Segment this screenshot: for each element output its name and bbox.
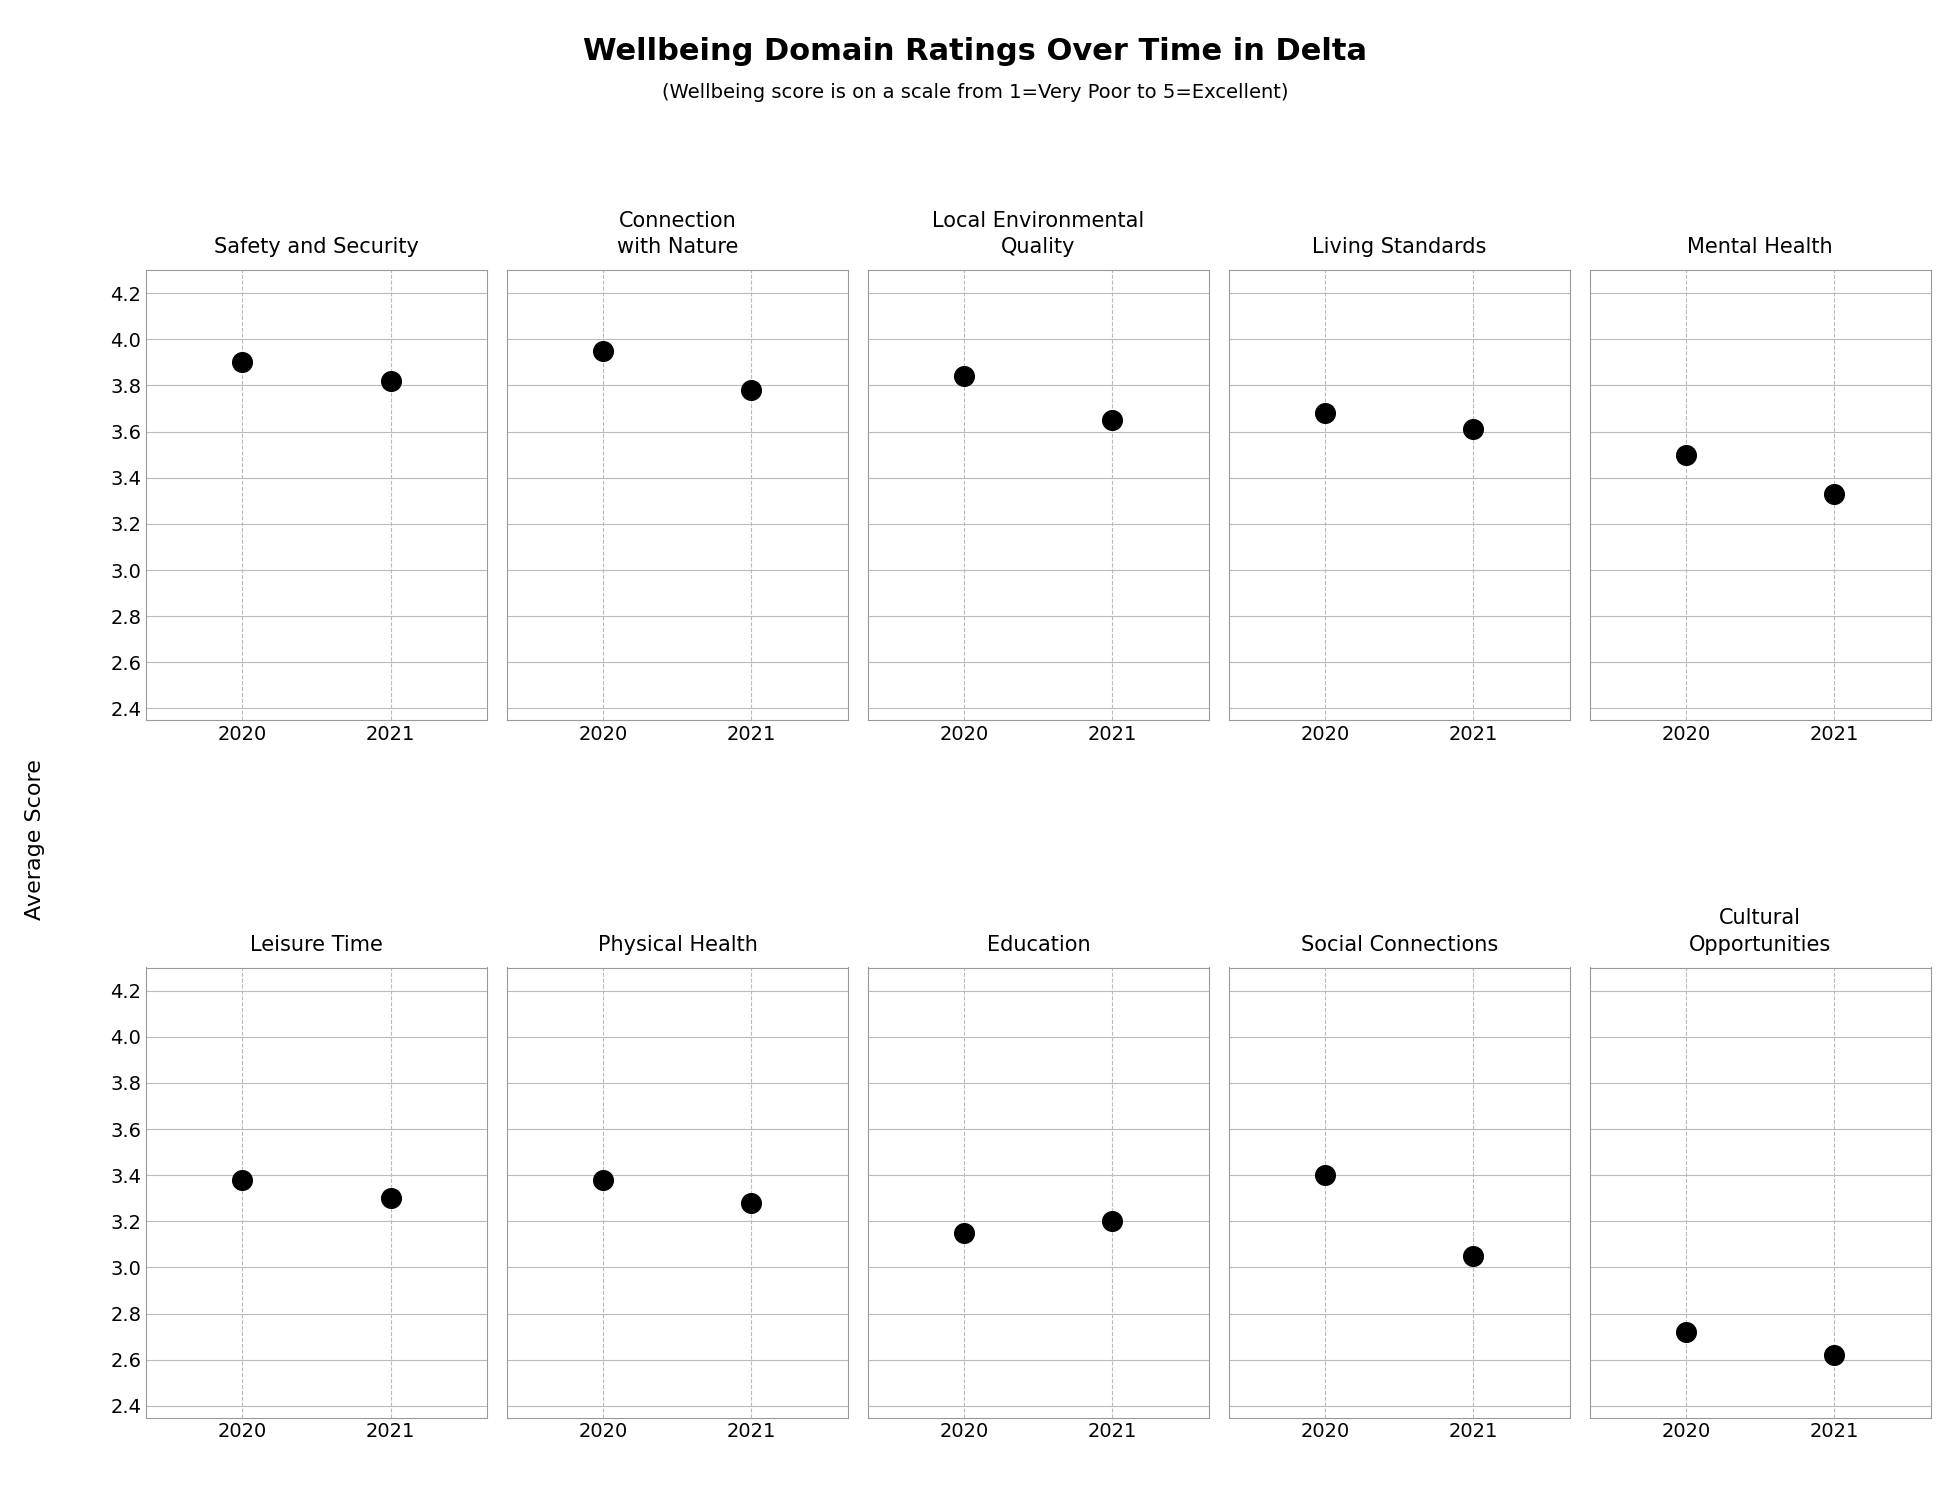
Title: Leisure Time: Leisure Time [250,934,382,956]
Title: Social Connections: Social Connections [1301,934,1498,956]
Point [1671,442,1702,466]
Point [1310,1162,1342,1186]
Point [1819,482,1851,506]
Title: Physical Health: Physical Health [597,934,757,956]
Point [950,1221,981,1245]
Point [1310,400,1342,424]
Point [1819,1342,1851,1366]
Point [735,1191,766,1215]
Title: Connection
with Nature: Connection with Nature [616,211,739,258]
Point [1459,417,1490,441]
Point [735,378,766,402]
Point [226,351,257,375]
Point [226,1168,257,1192]
Point [1459,1244,1490,1268]
Point [587,1168,618,1192]
Point [1671,1320,1702,1344]
Title: Mental Health: Mental Health [1687,237,1833,258]
Text: (Wellbeing score is on a scale from 1=Very Poor to 5=Excellent): (Wellbeing score is on a scale from 1=Ve… [661,82,1289,102]
Title: Education: Education [987,934,1090,956]
Point [1096,1209,1127,1233]
Title: Local Environmental
Quality: Local Environmental Quality [932,211,1145,258]
Title: Safety and Security: Safety and Security [214,237,419,258]
Text: Wellbeing Domain Ratings Over Time in Delta: Wellbeing Domain Ratings Over Time in De… [583,38,1367,66]
Title: Living Standards: Living Standards [1312,237,1486,258]
Point [374,1186,406,1210]
Point [374,369,406,393]
Text: Average Score: Average Score [25,759,45,921]
Point [1096,408,1127,432]
Title: Cultural
Opportunities: Cultural Opportunities [1689,909,1831,956]
Point [587,339,618,363]
Point [950,364,981,388]
